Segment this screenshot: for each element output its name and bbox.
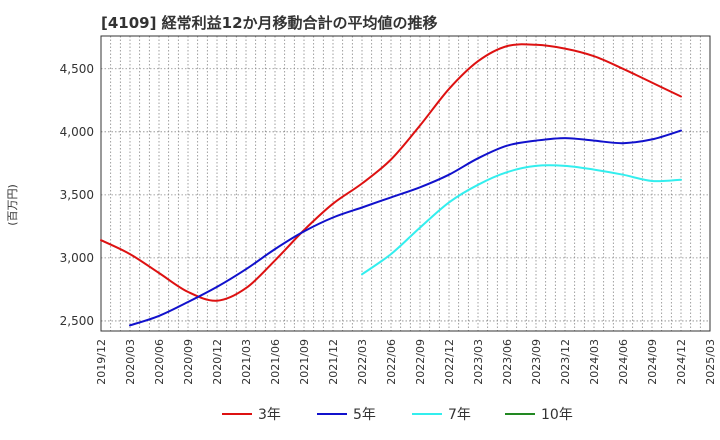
x-tick-label: 2025/03 (704, 339, 717, 385)
series-line-1 (129, 129, 682, 327)
y-axis-label: (百万円) (6, 184, 19, 226)
x-tick-label: 2020/06 (153, 339, 166, 385)
x-tick-label: 2024/09 (646, 339, 659, 385)
x-tick-label: 2024/12 (675, 339, 688, 385)
x-tick-label: 2020/09 (182, 339, 195, 385)
series-lines (100, 43, 682, 327)
plot-frame (100, 35, 711, 332)
series-line-2 (361, 164, 682, 276)
x-tick-label: 2021/12 (327, 339, 340, 385)
y-tick-label: 4,000 (60, 125, 94, 139)
x-tick-label: 2020/03 (124, 339, 137, 385)
x-tick-label: 2022/03 (356, 339, 369, 385)
x-tick-label: 2024/03 (588, 339, 601, 385)
y-tick-label: 2,500 (60, 314, 94, 328)
x-tick-label: 2019/12 (95, 339, 108, 385)
x-tick-label: 2023/03 (472, 339, 485, 385)
x-tick-label: 2022/06 (385, 339, 398, 385)
legend-label: 7年 (448, 407, 471, 423)
x-axis-ticks: 2019/12 2020/03 2020/06 2020/09 2020/12 2021/… (95, 339, 717, 385)
x-tick-label: 2024/06 (617, 339, 630, 385)
grid (100, 36, 710, 331)
x-tick-label: 2021/06 (269, 339, 282, 385)
x-tick-label: 2023/06 (501, 339, 514, 385)
y-tick-label: 3,500 (60, 188, 94, 202)
x-tick-label: 2023/09 (530, 339, 543, 385)
x-tick-label: 2020/12 (211, 339, 224, 385)
legend: 3年 5年 7年 10年 (222, 407, 573, 423)
chart-title: [4109] 経常利益12か月移動合計の平均値の推移 (101, 14, 438, 32)
x-tick-label: 2022/12 (443, 339, 456, 385)
legend-label: 3年 (258, 407, 281, 423)
x-tick-label: 2022/09 (414, 339, 427, 385)
series-line-0 (100, 43, 682, 302)
legend-label: 5年 (353, 407, 376, 423)
y-tick-label: 4,500 (60, 62, 94, 76)
x-tick-label: 2021/03 (240, 339, 253, 385)
x-tick-label: 2023/12 (559, 339, 572, 385)
y-axis-ticks: 2,500 3,000 3,500 4,000 4,500 (60, 62, 94, 328)
legend-label: 10年 (541, 407, 573, 423)
y-tick-label: 3,000 (60, 251, 94, 265)
x-tick-label: 2021/09 (298, 339, 311, 385)
